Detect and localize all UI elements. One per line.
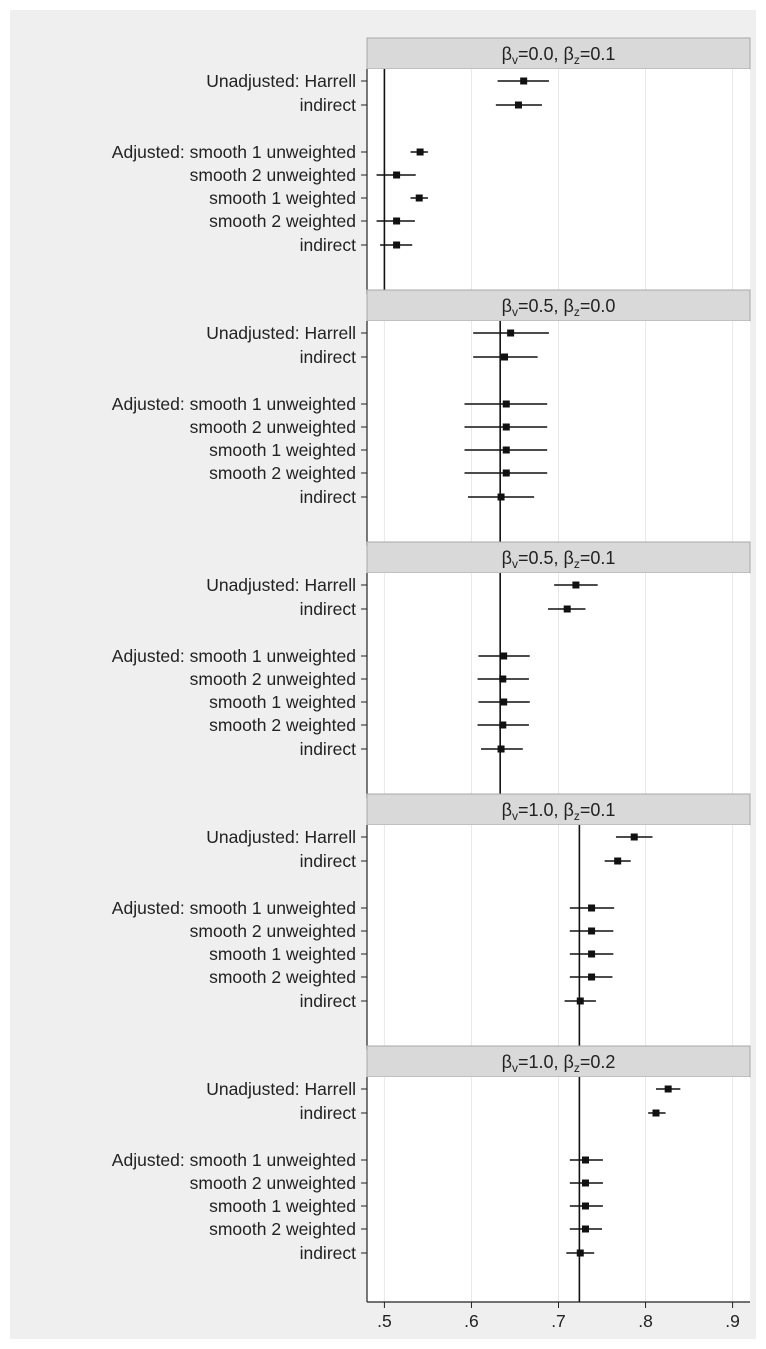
point-estimate [502,446,510,454]
row-label: indirect [300,235,357,255]
row-label: Adjusted: smooth 1 unweighted [112,394,356,414]
row-label: smooth 2 weighted [209,967,356,987]
point-estimate [581,1202,589,1210]
row-label: smooth 1 weighted [209,944,356,964]
row-label: indirect [300,95,357,115]
panel-title: βv=0.5, βz=0.1 [502,548,616,571]
point-estimate [588,904,596,912]
point-estimate [588,973,596,981]
row-label: Unadjusted: Harrell [206,575,356,595]
row-label: smooth 2 weighted [209,463,356,483]
point-estimate [581,1225,589,1233]
point-estimate [502,469,510,477]
panel-title: βv=1.0, βz=0.2 [502,1052,616,1075]
row-label: indirect [300,599,357,619]
point-estimate [572,581,580,589]
x-tick-label: .6 [464,1311,479,1331]
panel-header [366,793,751,826]
point-estimate [514,101,522,109]
x-tick-label: .5 [377,1311,392,1331]
row-label: Adjusted: smooth 1 unweighted [112,646,356,666]
point-estimate [502,400,510,408]
point-estimate [588,950,596,958]
panel-title: βv=1.0, βz=0.1 [502,800,616,823]
x-tick-label: .7 [551,1311,566,1331]
row-label: Adjusted: smooth 1 unweighted [112,1150,356,1170]
panel-title: βv=0.0, βz=0.1 [502,44,616,67]
point-estimate [497,745,505,753]
point-estimate [499,721,507,729]
row-label: smooth 2 unweighted [190,417,356,437]
row-label: indirect [300,991,357,1011]
point-estimate [507,329,515,337]
row-label: smooth 1 weighted [209,440,356,460]
row-label: Unadjusted: Harrell [206,71,356,91]
point-estimate [500,698,508,706]
row-label: Unadjusted: Harrell [206,1079,356,1099]
point-estimate [499,675,507,683]
row-label: Unadjusted: Harrell [206,827,356,847]
point-estimate [588,927,596,935]
point-estimate [520,77,528,85]
point-estimate [581,1156,589,1164]
row-label: indirect [300,1103,357,1123]
point-estimate [500,652,508,660]
row-label: indirect [300,347,357,367]
row-label: Unadjusted: Harrell [206,323,356,343]
row-label: smooth 1 weighted [209,188,356,208]
point-estimate [614,857,622,865]
point-estimate [393,171,401,179]
point-estimate [393,241,401,249]
point-estimate [501,353,509,361]
forest-plot: βv=0.0, βz=0.1 Unadjusted: Harrell indirec… [112,37,751,1331]
row-label: indirect [300,1243,357,1263]
panel-header [366,289,751,322]
point-estimate [576,1249,584,1257]
point-estimate [415,194,423,202]
row-label: indirect [300,851,357,871]
row-label: smooth 1 weighted [209,692,356,712]
row-label: indirect [300,739,357,759]
row-label: smooth 2 weighted [209,1219,356,1239]
row-label: indirect [300,487,357,507]
panel-header [366,1045,751,1078]
point-estimate [416,148,424,156]
point-estimate [664,1085,672,1093]
row-label: Adjusted: smooth 1 unweighted [112,898,356,918]
row-label: smooth 2 unweighted [190,669,356,689]
x-tick-label: .9 [725,1311,740,1331]
panel-header [366,37,751,70]
point-estimate [563,605,571,613]
row-label: smooth 1 weighted [209,1196,356,1216]
panel-header [366,541,751,574]
point-estimate [630,833,638,841]
row-label: smooth 2 weighted [209,211,356,231]
point-estimate [576,997,584,1005]
row-label: smooth 2 unweighted [190,165,356,185]
figure-background: βv=0.0, βz=0.1 Unadjusted: Harrell indirec… [10,10,756,1339]
point-estimate [497,493,505,501]
point-estimate [393,217,401,225]
point-estimate [581,1179,589,1187]
x-tick-label: .8 [638,1311,653,1331]
point-estimate [502,423,510,431]
panel-title: βv=0.5, βz=0.0 [502,296,616,319]
row-label: Adjusted: smooth 1 unweighted [112,142,356,162]
row-label: smooth 2 unweighted [190,921,356,941]
row-label: smooth 2 weighted [209,715,356,735]
row-label: smooth 2 unweighted [190,1173,356,1193]
point-estimate [652,1109,660,1117]
